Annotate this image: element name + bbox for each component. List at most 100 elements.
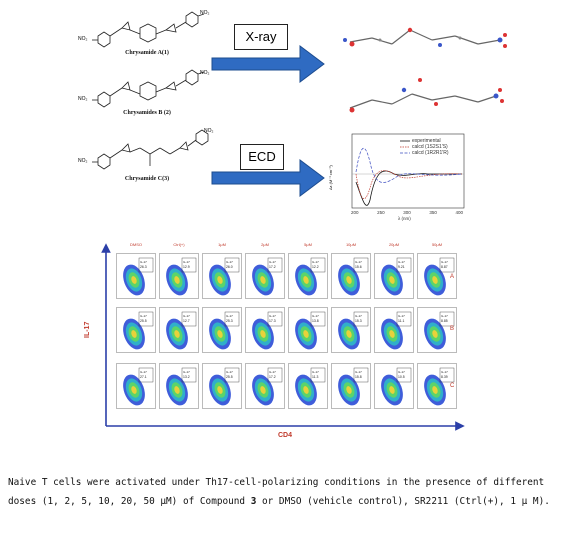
gate-label: IL-17 (140, 370, 147, 374)
gate-percentage: 9.21 (398, 265, 405, 269)
structure-b-drawing (92, 69, 205, 108)
structure-a-drawing (92, 11, 205, 48)
flow-plot-cell: IL-17 11.1 (374, 307, 414, 353)
gate-label: IL-17 (226, 260, 233, 264)
flow-plot-cell: IL-17 8.39 (417, 363, 457, 409)
row-label-c: C (450, 383, 455, 389)
flow-plot-cell: IL-17 9.21 (374, 253, 414, 299)
ecd-xtick: 350 (429, 210, 437, 215)
gate-percentage: 17.2 (269, 375, 276, 379)
gate-box (267, 257, 283, 273)
nitro-label-b: NO₂ (200, 70, 210, 76)
gate-percentage: 25.5 (226, 375, 233, 379)
x-axis-label: CD4 (278, 432, 293, 439)
density-contour (389, 386, 395, 394)
density-plot: IL-179.21 (381, 257, 412, 296)
ecd-chart (351, 133, 465, 209)
density-contour (217, 276, 223, 284)
density-contour (174, 330, 180, 338)
density-contour (432, 386, 438, 394)
column-header: 5μM (304, 242, 312, 247)
density-contour (389, 276, 395, 284)
gate-percentage: 15.3 (355, 319, 362, 323)
column-header: 50μM (431, 242, 443, 247)
density-contour (432, 276, 438, 284)
density-contour (432, 330, 438, 338)
column-header: 10μM (345, 242, 357, 247)
gate-box (396, 257, 412, 273)
caption-compound-number: 3 (250, 496, 257, 507)
density-contour (217, 330, 223, 338)
column-header: 2μM (261, 242, 269, 247)
nitro-label-c2: NO₂ (78, 158, 88, 164)
gate-label: IL-17 (355, 260, 362, 264)
density-contour (260, 276, 266, 284)
gate-box (439, 367, 455, 383)
gate-label: IL-17 (355, 314, 362, 318)
gate-label: IL-17 (355, 370, 362, 374)
ecd-legend-2: calcd (1S2S1'S) (412, 144, 448, 150)
flow-plot-cell: IL-17 12.7 (159, 307, 199, 353)
ecd-xtick: 200 (351, 210, 359, 215)
flow-plot-cell: IL-17 17.3 (245, 307, 285, 353)
gate-label: IL-17 (183, 260, 190, 264)
caption-part-2: or DMSO (vehicle control), SR2211 (Ctrl(… (256, 496, 550, 507)
gate-percentage: 13.8 (312, 319, 319, 323)
ecd-xtick: 250 (377, 210, 385, 215)
gate-box (353, 367, 369, 383)
gate-label: IL-17 (269, 370, 276, 374)
column-header: 20μM (388, 242, 400, 247)
flow-plot-cell: IL-17 13.2 (159, 363, 199, 409)
flow-plot-cell: IL-17 17.2 (245, 363, 285, 409)
ecd-series-calcd-s (355, 170, 463, 200)
density-contour (389, 330, 395, 338)
gate-label: IL-17 (441, 314, 448, 318)
density-contour (346, 276, 352, 284)
density-contour (260, 330, 266, 338)
flow-plot-cell: IL-17 12.9 (159, 253, 199, 299)
gate-percentage: 26.0 (226, 265, 233, 269)
crystal-structure-1 (343, 27, 507, 48)
gate-label: IL-17 (398, 314, 405, 318)
nitro-label-c: NO₂ (204, 128, 214, 134)
gate-label: IL-17 (312, 260, 319, 264)
column-header: 1μM (218, 242, 226, 247)
ecd-legend-1: experimental (412, 138, 441, 144)
gate-percentage: 25.3 (226, 319, 233, 323)
flow-plot-cell: IL-17 15.8 (331, 363, 371, 409)
flow-plot-cell: IL-17 27.1 (116, 363, 156, 409)
density-contour (303, 276, 309, 284)
gate-label: IL-17 (226, 370, 233, 374)
compound-a-label: Chrysamide A(1) (125, 50, 169, 56)
ecd-xlabel: λ (nm) (398, 216, 411, 221)
flow-plot-cell: IL-17 8.87 (417, 253, 457, 299)
column-header: Ctrl(+) (173, 242, 185, 247)
density-contour (174, 386, 180, 394)
gate-box (224, 257, 240, 273)
density-contour (346, 386, 352, 394)
density-plot: IL-178.85 (424, 311, 455, 350)
ecd-method-box: ECD (240, 144, 284, 170)
figure-caption: Naive T cells were activated under Th17-… (8, 473, 560, 511)
row-label-b: B (450, 326, 455, 332)
gate-percentage: 15.6 (355, 265, 362, 269)
gate-box (138, 257, 154, 273)
flow-plot-cell: IL-17 13.8 (288, 307, 328, 353)
gate-label: IL-17 (312, 370, 319, 374)
column-header: DMSO (130, 242, 142, 247)
gate-percentage: 12.7 (183, 319, 190, 323)
flow-axes-svg (101, 243, 465, 431)
